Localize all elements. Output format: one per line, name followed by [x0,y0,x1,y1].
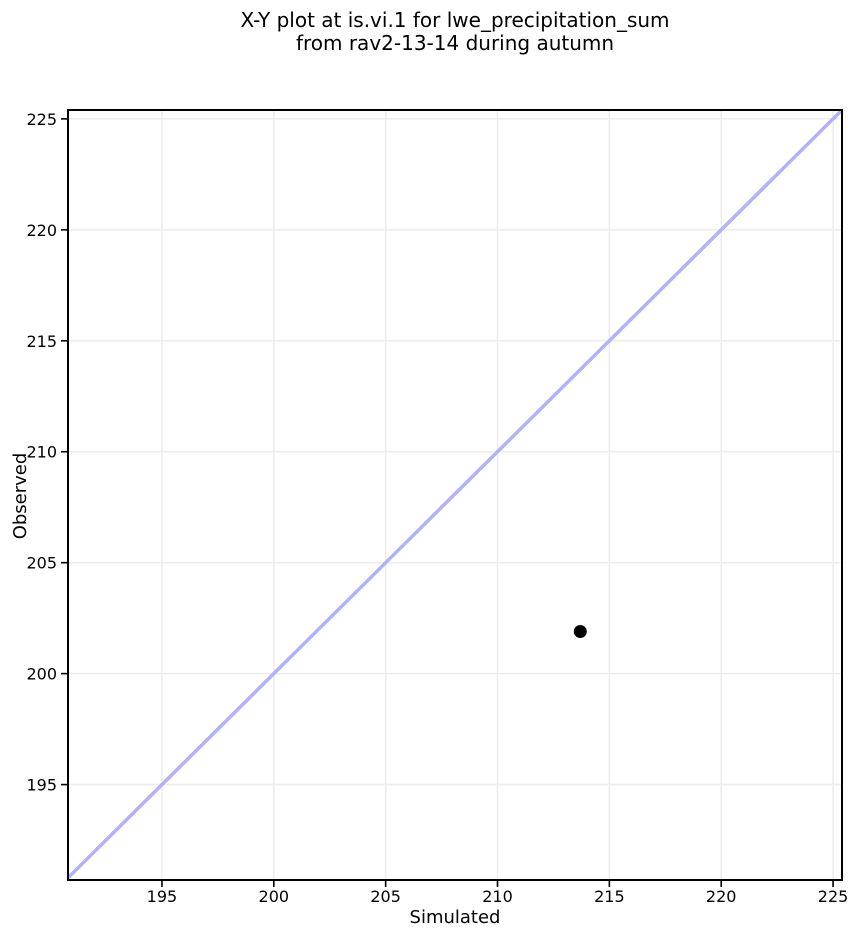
y-tick-label: 205 [26,554,57,573]
x-tick-label: 215 [594,887,625,906]
y-tick-label: 195 [26,776,57,795]
plot-border [67,109,843,881]
y-tick-label: 220 [26,221,57,240]
chart-title-line1: X-Y plot at is.vi.1 for lwe_precipitatio… [240,8,670,32]
y-tick-label: 200 [26,665,57,684]
identity-line [68,110,842,880]
x-tick-label: 205 [370,887,401,906]
y-tick-label: 215 [26,332,57,351]
y-tick-label: 225 [26,110,57,129]
y-tick-label: 210 [26,443,57,462]
data-point [573,624,587,638]
x-tick-label: 200 [259,887,290,906]
x-axis-label: Simulated [410,907,501,928]
x-tick-label: 220 [706,887,737,906]
x-tick-label: 210 [482,887,513,906]
chart-title-line2: from rav2-13-14 during autumn [295,31,615,55]
x-tick-label: 195 [147,887,178,906]
y-axis-label: Observed [10,453,31,540]
x-tick-label: 225 [818,887,849,906]
chart-title: X-Y plot at is.vi.1 for lwe_precipitatio… [68,9,842,55]
plot-render-layer: 195 200 205 210 215 220 225 195 200 205 210 215 220 2… [26,109,849,906]
